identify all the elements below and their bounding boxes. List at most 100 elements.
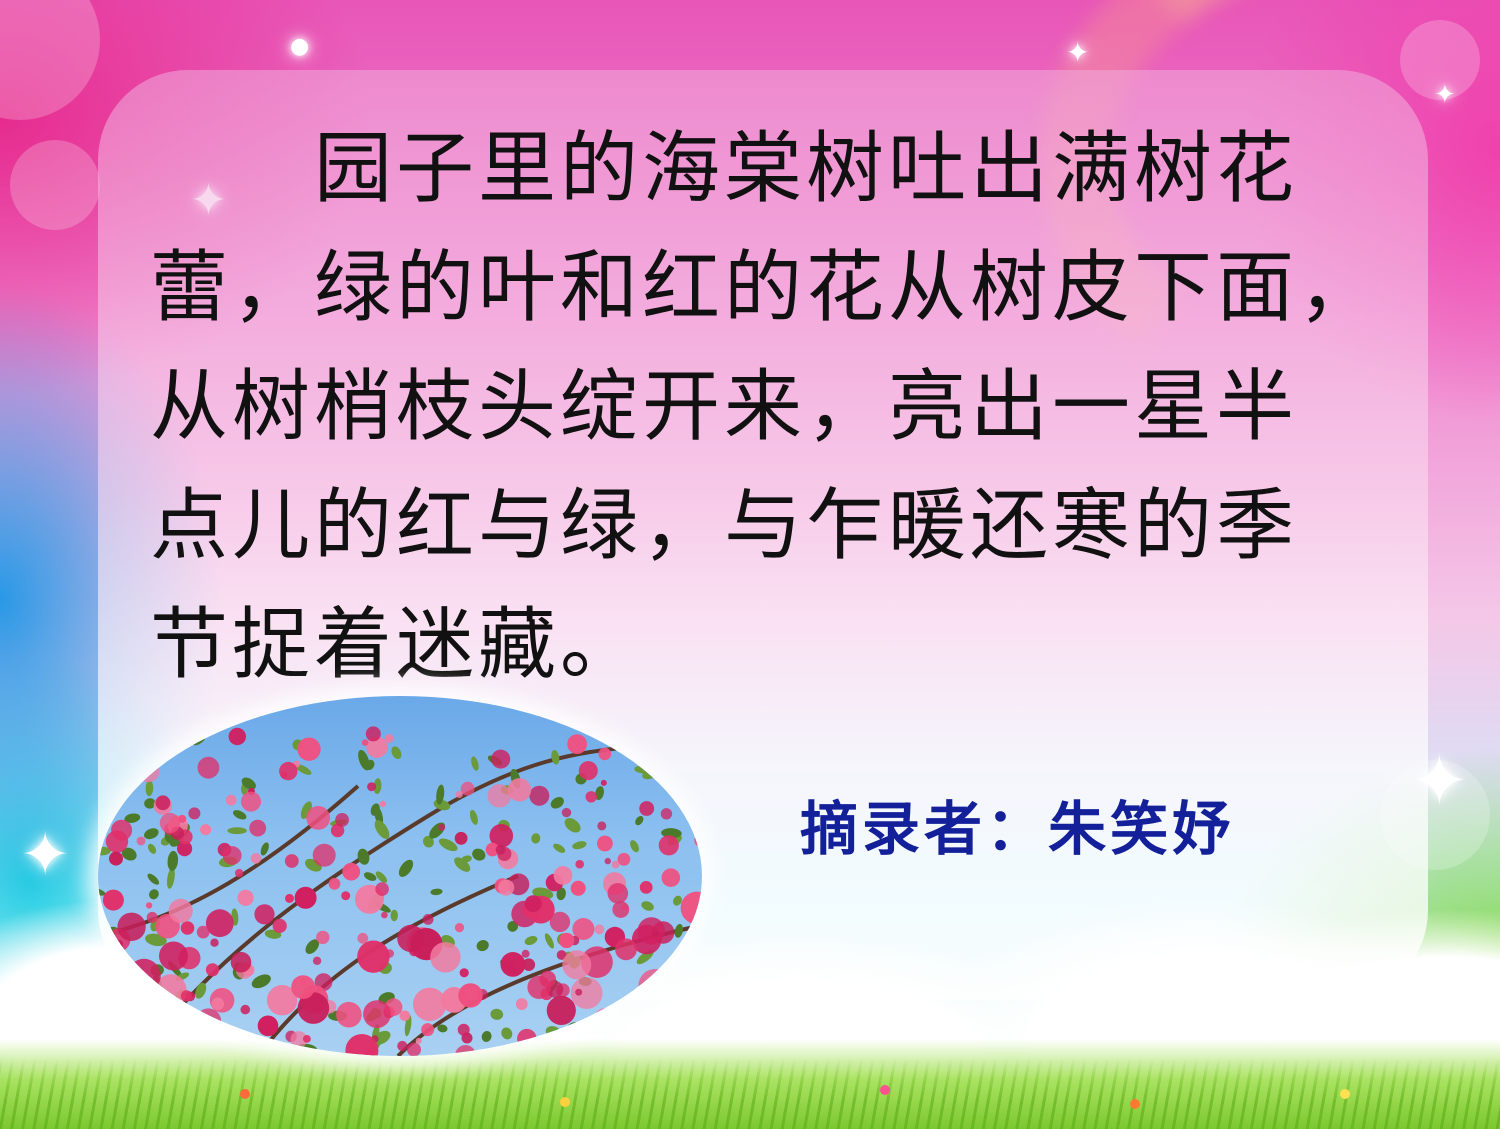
poem-line: 点儿的红与绿，与乍暖还寒的季 <box>150 481 1299 571</box>
blossom <box>357 940 390 973</box>
leaf <box>149 889 159 900</box>
leaf <box>121 847 137 861</box>
bokeh-circle <box>1400 20 1480 100</box>
blossom <box>384 734 394 743</box>
blossom <box>498 879 515 896</box>
leaf <box>195 982 207 999</box>
blossom <box>604 857 611 865</box>
leaf <box>673 895 682 906</box>
leaf <box>295 764 312 775</box>
blossom <box>522 958 536 971</box>
leaf <box>490 1008 504 1020</box>
blossom <box>661 868 681 887</box>
blossom <box>458 983 483 1008</box>
leaf <box>98 846 111 856</box>
sparkle-icon: ✦ <box>1066 36 1090 69</box>
sparkle-icon: ✦ <box>1434 80 1456 110</box>
blossom <box>422 914 434 925</box>
blossom <box>357 932 369 944</box>
poem-line: 从树梢枝头绽开来，亮出一星半 <box>150 362 1299 452</box>
blossom <box>111 819 133 841</box>
leaf <box>357 848 370 865</box>
leaf <box>641 901 654 911</box>
leaf <box>436 784 445 805</box>
blossom <box>228 727 246 746</box>
leaf <box>507 921 519 932</box>
blossom <box>266 985 298 1016</box>
blossom <box>507 778 532 802</box>
sparkle-icon: ● <box>290 34 310 59</box>
blossom <box>611 860 620 869</box>
leaf <box>501 1027 513 1040</box>
blossom <box>575 988 583 996</box>
leaf <box>370 803 380 816</box>
blossom <box>306 806 331 830</box>
blossom <box>312 843 336 867</box>
poem-line: 节捉着迷藏。 <box>150 600 643 690</box>
blossom <box>328 877 341 890</box>
blossom <box>585 791 597 803</box>
blossom <box>637 917 665 945</box>
blossom <box>397 1040 408 1052</box>
leaf <box>398 859 414 877</box>
blossom <box>237 889 254 906</box>
blossom <box>529 785 550 806</box>
blossom <box>524 895 542 912</box>
leaf <box>124 813 141 823</box>
leaf <box>476 940 489 952</box>
blossom <box>155 795 171 811</box>
blossom <box>489 824 514 848</box>
blossom <box>145 902 153 909</box>
blossom <box>188 807 201 820</box>
leaf <box>300 801 312 820</box>
blossom <box>546 995 576 1025</box>
meadow-flower <box>1130 1099 1140 1109</box>
leaf <box>544 933 554 949</box>
blossom <box>597 821 607 831</box>
blossom <box>146 911 158 923</box>
blossom <box>312 956 322 965</box>
blossom <box>556 950 567 960</box>
leaf <box>241 777 256 790</box>
leaf <box>524 936 538 945</box>
blossom <box>454 831 468 845</box>
blossom <box>454 923 465 933</box>
blossom <box>168 898 193 923</box>
leaf <box>391 746 402 760</box>
leaf <box>145 780 154 797</box>
leaf <box>390 909 398 922</box>
blossom <box>240 1004 251 1015</box>
blossom <box>459 968 469 978</box>
blossom <box>284 854 299 868</box>
blossom <box>159 941 188 971</box>
leaf <box>553 843 566 853</box>
blossom <box>330 823 345 838</box>
leaf <box>227 827 247 835</box>
leaf <box>260 842 269 856</box>
blossom <box>457 1023 470 1036</box>
blossom <box>117 912 146 941</box>
blossom <box>570 977 603 1009</box>
blossom <box>421 1023 435 1037</box>
blossom <box>379 800 386 807</box>
blossom <box>365 726 381 742</box>
leaf <box>437 1024 448 1033</box>
compiler-credit: 摘录者：朱笑妤 <box>800 795 1235 863</box>
leaf <box>144 828 159 840</box>
blossom <box>487 784 511 808</box>
blossom <box>159 812 181 834</box>
leaf <box>373 778 382 794</box>
leaf <box>469 809 478 825</box>
blossom <box>455 790 463 798</box>
blossom <box>285 893 294 903</box>
leaf <box>147 843 157 854</box>
blossom <box>200 824 212 836</box>
leaf <box>422 835 434 848</box>
blossom <box>254 904 275 925</box>
leaf <box>430 888 443 896</box>
blossom <box>660 808 673 820</box>
blossom <box>658 835 679 856</box>
blossom <box>639 881 653 894</box>
blossom <box>234 868 244 878</box>
blossom <box>381 911 388 919</box>
